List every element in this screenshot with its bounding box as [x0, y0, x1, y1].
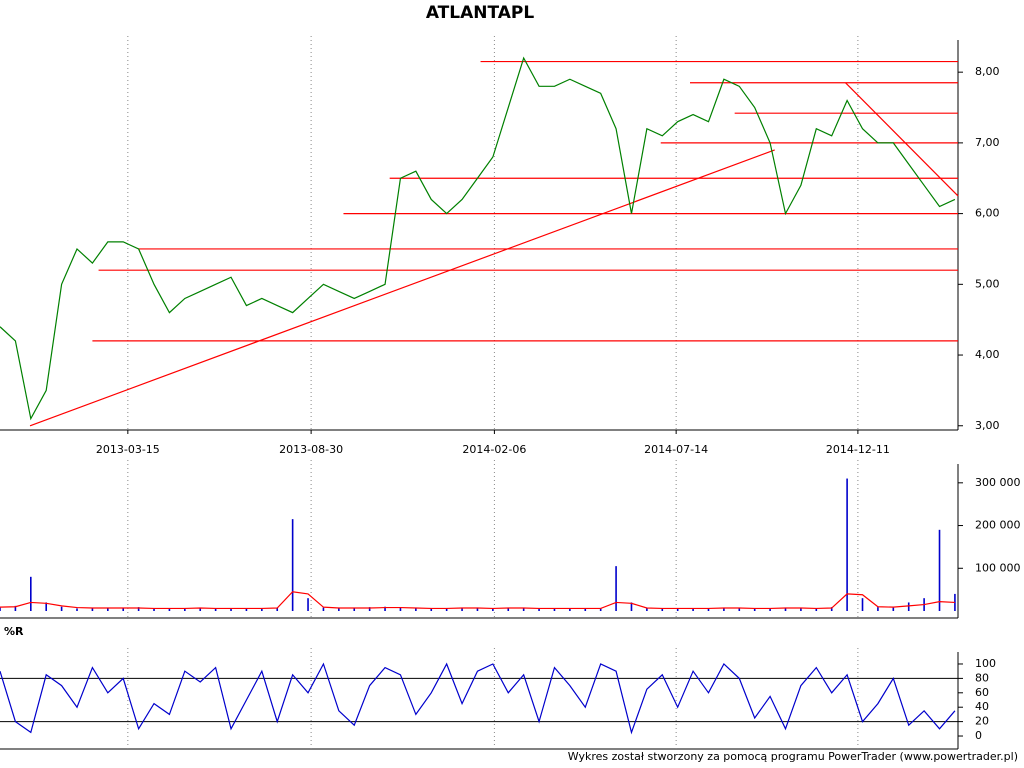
volume-bar [569, 608, 571, 611]
volume-bar [815, 608, 818, 611]
volume-bar [322, 607, 325, 611]
y-tick-label: 100 [975, 657, 996, 670]
y-tick-label: 3,00 [975, 419, 1000, 432]
volume-bar [307, 598, 309, 611]
volume-bar [646, 608, 648, 611]
volume-bar [522, 607, 525, 611]
y-tick-label: 5,00 [975, 277, 1000, 290]
volume-bar [507, 608, 510, 611]
x-tick-label: 2013-03-15 [96, 443, 160, 456]
volume-bar [584, 608, 587, 611]
volume-bar [30, 576, 32, 611]
volume-bar [137, 607, 140, 611]
volume-bar [430, 608, 433, 611]
x-tick-label: 2014-12-11 [826, 443, 890, 456]
volume-bar [938, 529, 941, 611]
data-line [0, 56, 956, 421]
volume-bar [892, 607, 895, 611]
volume-bar [661, 608, 664, 611]
trend-line [845, 82, 959, 197]
y-tick-label: 60 [975, 686, 989, 699]
volume-bar [676, 608, 679, 611]
x-tick-label: 2013-08-30 [279, 443, 343, 456]
x-tick-label: 2014-07-14 [644, 443, 708, 456]
y-tick-label: 20 [975, 715, 989, 728]
volume-bar [122, 608, 125, 611]
volume-bar [784, 607, 787, 611]
volume-bar [368, 607, 371, 611]
volume-bar [91, 607, 94, 611]
volume-bar [723, 607, 725, 611]
y-tick-label: 4,00 [975, 348, 1000, 361]
volume-bar [384, 606, 386, 611]
volume-bar [800, 608, 802, 611]
y-tick-label: 0 [975, 729, 982, 742]
y-tick-label: 200 000 [975, 519, 1021, 532]
volume-bar [261, 608, 263, 611]
volume-bar [846, 478, 848, 611]
volume-bar [707, 608, 710, 611]
volume-bar [476, 608, 479, 611]
volume-bar [107, 608, 109, 611]
volume-bar [692, 608, 694, 611]
volume-bar [276, 607, 279, 611]
volume-bar [861, 598, 864, 611]
trend-line [29, 149, 775, 427]
volume-bar [353, 608, 356, 611]
volume-bar [738, 608, 741, 611]
volume-bar [830, 607, 833, 611]
volume-bar [461, 607, 463, 611]
volume-bar [245, 608, 248, 611]
volume-bar [0, 607, 1, 611]
y-tick-label: 40 [975, 700, 989, 713]
volume-bar [153, 608, 155, 611]
volume-bar [214, 608, 217, 611]
volume-bar [599, 608, 602, 611]
y-tick-label: 7,00 [975, 136, 1000, 149]
volume-bar [76, 608, 78, 611]
volume-bar [630, 602, 633, 611]
volume-bar [60, 606, 63, 611]
volume-bar [492, 608, 494, 611]
volume-bar [45, 602, 48, 611]
x-tick-label: 2014-02-06 [462, 443, 526, 456]
volume-bar [199, 607, 202, 611]
y-tick-label: 80 [975, 671, 989, 684]
y-tick-label: 100 000 [975, 561, 1021, 574]
volume-bar [753, 608, 756, 611]
volume-bar [14, 605, 17, 611]
volume-bar [445, 608, 448, 611]
volume-bar [415, 608, 417, 611]
y-tick-label: 300 000 [975, 476, 1021, 489]
volume-bar [184, 608, 186, 611]
volume-bar [954, 593, 956, 611]
y-tick-label: 6,00 [975, 207, 1000, 220]
volume-bar [538, 608, 540, 611]
chart-title: ATLANTAPL [426, 3, 535, 23]
volume-bar [769, 608, 771, 611]
data-line [0, 662, 956, 735]
data-line [0, 591, 955, 610]
volume-bar [338, 608, 340, 611]
volume-bar [399, 607, 402, 611]
panel-title: %R [4, 625, 24, 638]
volume-bar [291, 519, 294, 611]
volume-bar [553, 608, 556, 611]
y-tick-label: 8,00 [975, 65, 1000, 78]
footer: Wykres został stworzony za pomocą progra… [568, 750, 1018, 763]
volume-bar [877, 607, 879, 611]
volume-bar [168, 608, 171, 611]
volume-bar [907, 602, 910, 611]
volume-bar [230, 608, 232, 611]
volume-bar [615, 566, 617, 611]
